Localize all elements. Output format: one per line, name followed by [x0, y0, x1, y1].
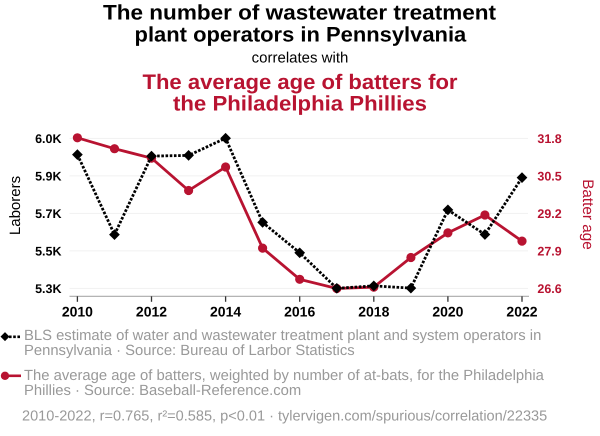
svg-text:27.9: 27.9 [537, 244, 561, 258]
svg-text:5.7K: 5.7K [35, 207, 61, 221]
svg-text:Pennsylvania · Source: Bureau: Pennsylvania · Source: Bureau of Larbor … [24, 343, 355, 359]
svg-text:5.3K: 5.3K [35, 282, 61, 296]
svg-text:BLS estimate of water and wast: BLS estimate of water and wastewater tre… [24, 328, 541, 344]
svg-text:29.2: 29.2 [537, 207, 561, 221]
svg-text:5.5K: 5.5K [35, 244, 61, 258]
svg-text:2012: 2012 [136, 304, 167, 320]
svg-text:2022: 2022 [506, 304, 537, 320]
svg-text:The average age of batters for: The average age of batters for [142, 71, 457, 94]
svg-text:correlates with: correlates with [252, 50, 349, 67]
svg-text:The average age of batters, we: The average age of batters, weighted by … [24, 368, 545, 384]
svg-text:2020: 2020 [432, 304, 463, 320]
svg-text:2016: 2016 [284, 304, 315, 320]
svg-text:2010: 2010 [62, 304, 93, 320]
svg-text:31.8: 31.8 [537, 132, 561, 146]
svg-text:Laborers: Laborers [7, 176, 24, 235]
svg-text:plant operators in Pennsylvani: plant operators in Pennsylvania [135, 24, 467, 47]
svg-text:30.5: 30.5 [537, 169, 561, 183]
svg-text:2014: 2014 [210, 304, 241, 320]
svg-text:Batter age: Batter age [579, 179, 596, 250]
svg-text:The number of wastewater treat: The number of wastewater treatment [103, 1, 496, 24]
svg-text:26.6: 26.6 [537, 282, 561, 296]
svg-text:2010-2022, r=0.765, r²=0.585,: 2010-2022, r=0.765, r²=0.585, p<0.01 · t… [22, 409, 547, 425]
svg-text:Phillies · Source: Baseball-Re: Phillies · Source: Baseball-Reference.co… [24, 383, 301, 399]
svg-text:the Philadelphia Phillies: the Philadelphia Phillies [173, 92, 427, 115]
svg-text:6.0K: 6.0K [35, 132, 61, 146]
svg-text:5.9K: 5.9K [35, 169, 61, 183]
svg-text:2018: 2018 [358, 304, 389, 320]
